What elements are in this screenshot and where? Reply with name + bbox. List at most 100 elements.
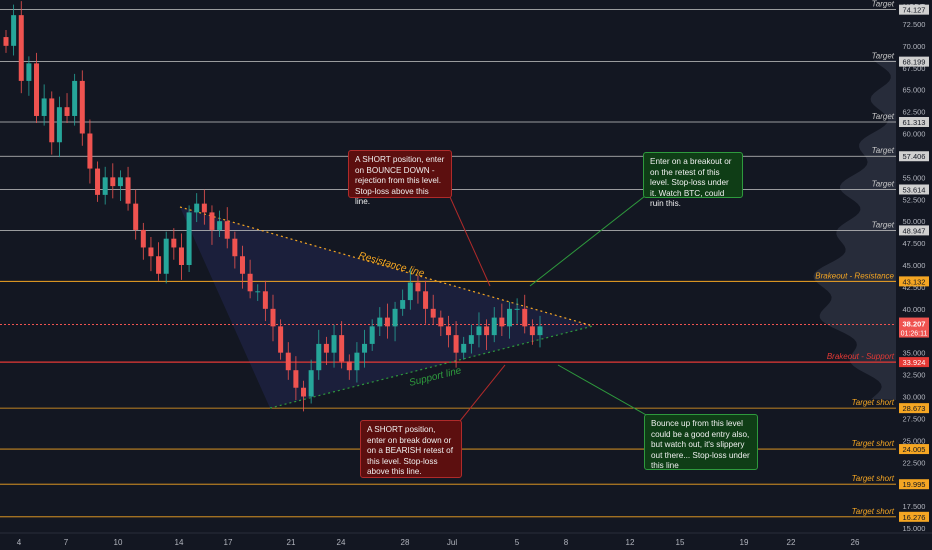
y-tick-12: 42.500 <box>903 283 926 292</box>
x-tick-11: 12 <box>626 538 635 547</box>
x-tick-15: 26 <box>851 538 860 547</box>
candle-body <box>247 273 253 292</box>
level-label-5: Target <box>872 220 895 229</box>
candle-body <box>255 291 261 293</box>
level-axis-tag-4: 53.614 <box>903 185 926 194</box>
level-axis-tag-bg-1 <box>899 56 929 67</box>
candle-body <box>270 308 276 327</box>
candle-body <box>278 326 284 353</box>
level-axis-tag-bg-10 <box>899 479 929 490</box>
candle-body <box>117 177 123 187</box>
x-tick-8: Jul <box>447 538 457 547</box>
level-axis-tag-bg-11 <box>899 511 929 522</box>
y-tick-4: 62.500 <box>903 108 926 117</box>
y-tick-1: 70.000 <box>903 42 926 51</box>
candle-body <box>110 177 116 187</box>
level-label-6: Brakeout - Resistance <box>815 271 894 280</box>
level-axis-tag-9: 24.005 <box>903 445 926 454</box>
candle-body <box>163 238 169 274</box>
candle-body <box>41 98 47 116</box>
level-axis-tag-8: 28.673 <box>903 404 926 413</box>
candle-body <box>11 15 17 46</box>
candle-body <box>384 317 390 327</box>
candle-body <box>369 326 375 344</box>
candle-body <box>415 282 421 292</box>
candle-body <box>186 212 192 265</box>
candle-body <box>453 335 459 353</box>
candle-body <box>445 326 451 336</box>
candle-body <box>262 291 268 309</box>
candle-body <box>529 326 535 336</box>
x-tick-1: 7 <box>64 538 69 547</box>
y-tick-13: 40.000 <box>903 305 926 314</box>
candle-body <box>217 221 223 230</box>
candle-body <box>232 238 238 257</box>
level-axis-tag-2: 61.313 <box>903 118 926 127</box>
candle-body <box>95 168 101 195</box>
level-axis-tag-3: 57.406 <box>903 152 926 161</box>
candle-body <box>377 317 383 327</box>
candle-body <box>407 282 413 301</box>
y-tick-8: 52.500 <box>903 195 926 204</box>
candle-body <box>49 98 55 143</box>
x-tick-2: 10 <box>114 538 123 547</box>
y-tick-2: 67.500 <box>903 64 926 73</box>
x-tick-5: 21 <box>287 538 296 547</box>
candle-body <box>26 63 32 81</box>
level-label-9: Target short <box>852 439 895 448</box>
y-tick-16: 32.500 <box>903 371 926 380</box>
candle-body <box>339 335 345 362</box>
x-tick-12: 15 <box>676 538 685 547</box>
level-axis-tag-6: 43.132 <box>903 277 926 286</box>
x-tick-6: 24 <box>337 538 346 547</box>
candle-body <box>316 343 322 371</box>
resistance-trendline <box>179 206 594 327</box>
level-axis-tag-5: 48.947 <box>903 226 926 235</box>
level-axis-tag-bg-0 <box>899 4 929 15</box>
candle-body <box>178 247 184 265</box>
x-tick-9: 5 <box>515 538 520 547</box>
level-label-3: Target <box>872 146 895 155</box>
candle-body <box>423 291 429 309</box>
level-axis-tag-bg-5 <box>899 225 929 236</box>
note-short-bounce: A SHORT position, enter on BOUNCE DOWN -… <box>348 150 452 206</box>
callout-line-bounce-up <box>557 364 649 417</box>
candle-body <box>18 15 24 81</box>
x-tick-4: 17 <box>224 538 233 547</box>
level-label-1: Target <box>872 52 895 61</box>
candle-body <box>468 335 474 344</box>
candle-body <box>323 343 329 353</box>
triangle-pattern <box>180 207 593 408</box>
callout-line-short-bounce <box>449 196 491 287</box>
level-label-0: Target <box>872 0 895 9</box>
candle-body <box>484 326 490 336</box>
note-bounce-up: Bounce up from this level could be a goo… <box>644 414 758 470</box>
callout-line-short-breakdown <box>459 364 506 422</box>
candle-body <box>354 352 360 371</box>
candle-body <box>400 300 406 309</box>
note-short-breakdown: A SHORT position, enter on break down or… <box>360 420 462 478</box>
price-tag-bg <box>899 317 929 338</box>
y-tick-17: 30.000 <box>903 393 926 402</box>
x-tick-7: 28 <box>401 538 410 547</box>
x-tick-3: 14 <box>175 538 184 547</box>
level-label-8: Target short <box>852 398 895 407</box>
candle-body <box>461 343 467 353</box>
candle-body <box>491 317 497 336</box>
candle-body <box>285 352 291 371</box>
level-label-2: Target <box>872 112 895 121</box>
level-axis-tag-bg-7 <box>899 357 929 368</box>
y-tick-19: 25.000 <box>903 436 926 445</box>
candle-body <box>438 317 444 327</box>
level-label-4: Target <box>872 179 895 188</box>
candle-body <box>293 370 299 388</box>
candle-body <box>201 203 207 213</box>
level-axis-tag-11: 16.276 <box>903 513 926 522</box>
candle-body <box>331 335 337 353</box>
x-tick-13: 19 <box>740 538 749 547</box>
support-trendline <box>269 325 594 409</box>
y-tick-11: 45.000 <box>903 261 926 270</box>
note-breakout-long: Enter on a breakout or on the retest of … <box>643 152 743 208</box>
candle-body <box>34 63 40 116</box>
